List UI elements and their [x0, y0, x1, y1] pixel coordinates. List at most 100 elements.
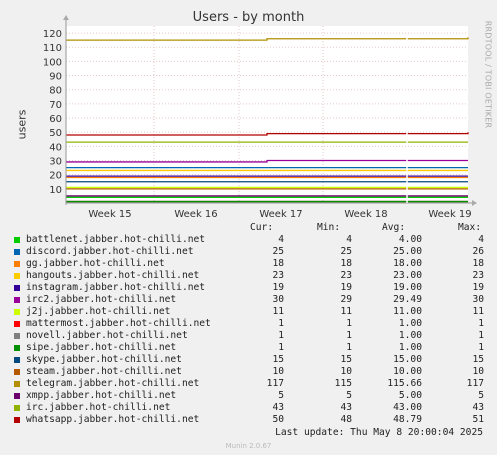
x-tick-label: Week 17	[259, 209, 302, 220]
legend-max-value: 23	[472, 270, 484, 281]
legend-min-value: 19	[340, 282, 352, 293]
legend-min-value: 23	[340, 270, 352, 281]
legend-cur-value: 50	[272, 414, 284, 425]
legend-swatch	[14, 285, 20, 291]
legend-row: battlenet.jabber.hot-chilli.net 4 4 4.00 4	[12, 234, 492, 246]
y-tick-label: 50	[49, 128, 62, 139]
legend-swatch	[14, 273, 20, 279]
legend-avg-value: 11.00	[393, 306, 422, 317]
legend-cur-value: 1	[278, 330, 284, 341]
legend-min-value: 25	[340, 246, 352, 257]
legend-max-value: 10	[472, 366, 484, 377]
legend-min-value: 5	[346, 390, 352, 401]
legend-cur-value: 1	[278, 318, 284, 329]
legend-max-value: 5	[478, 390, 484, 401]
y-tick-label: 110	[43, 43, 62, 54]
legend-cur-value: 19	[272, 282, 284, 293]
y-tick-label: 40	[49, 142, 62, 153]
legend-header-min: Min:	[317, 222, 341, 233]
legend-avg-value: 5.00	[398, 390, 422, 401]
legend-row: sipe.jabber.hot-chilli.net 1 1 1.00 1	[12, 342, 492, 354]
legend-avg-value: 48.79	[393, 414, 422, 425]
legend-row: mattermost.jabber.hot-chilli.net 1 1 1.00 1	[12, 318, 492, 330]
series-line	[66, 132, 469, 136]
legend-row: steam.jabber.hot-chilli.net 10 10 10.00 10	[12, 366, 492, 378]
legend-cur-value: 43	[272, 402, 284, 413]
munin-version: Munin 2.0.67	[225, 442, 272, 450]
legend-series-name: j2j.jabber.hot-chilli.net	[26, 306, 171, 317]
legend-series-name: xmpp.jabber.hot-chilli.net	[26, 390, 177, 401]
legend-max-value: 26	[472, 246, 484, 257]
legend-max-value: 11	[472, 306, 484, 317]
legend-header-cur: Cur:	[250, 222, 274, 233]
legend-series-name: steam.jabber.hot-chilli.net	[26, 366, 182, 377]
legend-series-name: battlenet.jabber.hot-chilli.net	[26, 234, 206, 245]
legend-avg-value: 10.00	[393, 366, 422, 377]
x-tick-label: Week 19	[428, 209, 471, 220]
legend-max-value: 1	[478, 318, 484, 329]
legend-swatch	[14, 261, 20, 267]
legend-max-value: 19	[472, 282, 484, 293]
y-tick-label: 10	[49, 185, 62, 196]
legend-swatch	[14, 297, 20, 303]
legend-series-name: discord.jabber.hot-chilli.net	[26, 246, 194, 257]
legend-cur-value: 25	[272, 246, 284, 257]
legend-min-value: 4	[346, 234, 352, 245]
series-line	[66, 37, 469, 41]
y-axis-arrow	[63, 15, 69, 20]
legend-avg-value: 19.00	[393, 282, 422, 293]
legend-series-name: novell.jabber.hot-chilli.net	[26, 330, 188, 341]
legend-avg-value: 1.00	[398, 330, 422, 341]
legend-row: hangouts.jabber.hot-chilli.net 23 23 23.00 2…	[12, 270, 492, 282]
legend-max-value: 1	[478, 330, 484, 341]
legend-swatch	[14, 345, 20, 351]
legend-min-value: 1	[346, 342, 352, 353]
legend-min-value: 29	[340, 294, 352, 305]
legend-min-value: 48	[340, 414, 352, 425]
legend-max-value: 15	[472, 354, 484, 365]
legend-max-value: 18	[472, 258, 484, 269]
x-tick-label: Week 18	[344, 209, 387, 220]
legend-swatch	[14, 417, 20, 423]
legend-min-value: 1	[346, 330, 352, 341]
legend-cur-value: 117	[266, 378, 284, 389]
legend-avg-value: 4.00	[398, 234, 422, 245]
legend-avg-value: 23.00	[393, 270, 422, 281]
legend-series-name: skype.jabber.hot-chilli.net	[26, 354, 182, 365]
legend-series-name: mattermost.jabber.hot-chilli.net	[26, 318, 211, 329]
legend-min-value: 115	[334, 378, 352, 389]
legend-series-name: sipe.jabber.hot-chilli.net	[26, 342, 177, 353]
graph-title: Users - by month	[192, 10, 305, 25]
legend-avg-value: 15.00	[393, 354, 422, 365]
legend-series-name: irc2.jabber.hot-chilli.net	[26, 294, 177, 305]
y-tick-label: 20	[49, 171, 62, 182]
legend-swatch	[14, 381, 20, 387]
legend-row: instagram.jabber.hot-chilli.net 19 19 19.00…	[12, 282, 492, 294]
legend-row: telegram.jabber.hot-chilli.net 117 115 115.…	[12, 378, 492, 390]
legend-min-value: 15	[340, 354, 352, 365]
legend-series-name: gg.jabber.hot-chilli.net	[26, 258, 165, 269]
y-tick-label: 60	[49, 114, 62, 125]
legend-swatch	[14, 321, 20, 327]
y-tick-label: 70	[49, 100, 62, 111]
legend-series-name: irc.jabber.hot-chilli.net	[26, 402, 171, 413]
legend-row: xmpp.jabber.hot-chilli.net 5 5 5.00 5	[12, 390, 492, 402]
x-tick-label: Week 15	[88, 209, 131, 220]
legend-avg-value: 115.66	[387, 378, 422, 389]
legend-cur-value: 30	[272, 294, 284, 305]
legend-avg-value: 18.00	[393, 258, 422, 269]
legend-series-name: hangouts.jabber.hot-chilli.net	[26, 270, 200, 281]
legend-avg-value: 25.00	[393, 246, 422, 257]
legend-cur-value: 15	[272, 354, 284, 365]
legend-row: skype.jabber.hot-chilli.net 15 15 15.00 15	[12, 354, 492, 366]
legend-swatch	[14, 333, 20, 339]
legend-min-value: 43	[340, 402, 352, 413]
legend-cur-value: 4	[278, 234, 284, 245]
legend-min-value: 1	[346, 318, 352, 329]
legend-swatch	[14, 405, 20, 411]
legend-swatch	[14, 249, 20, 255]
legend-min-value: 18	[340, 258, 352, 269]
legend-cur-value: 10	[272, 366, 284, 377]
legend-header: Cur: Min: Avg: Max:	[12, 222, 492, 234]
last-update: Last update: Thu May 8 20:00:04 2025	[275, 427, 483, 438]
